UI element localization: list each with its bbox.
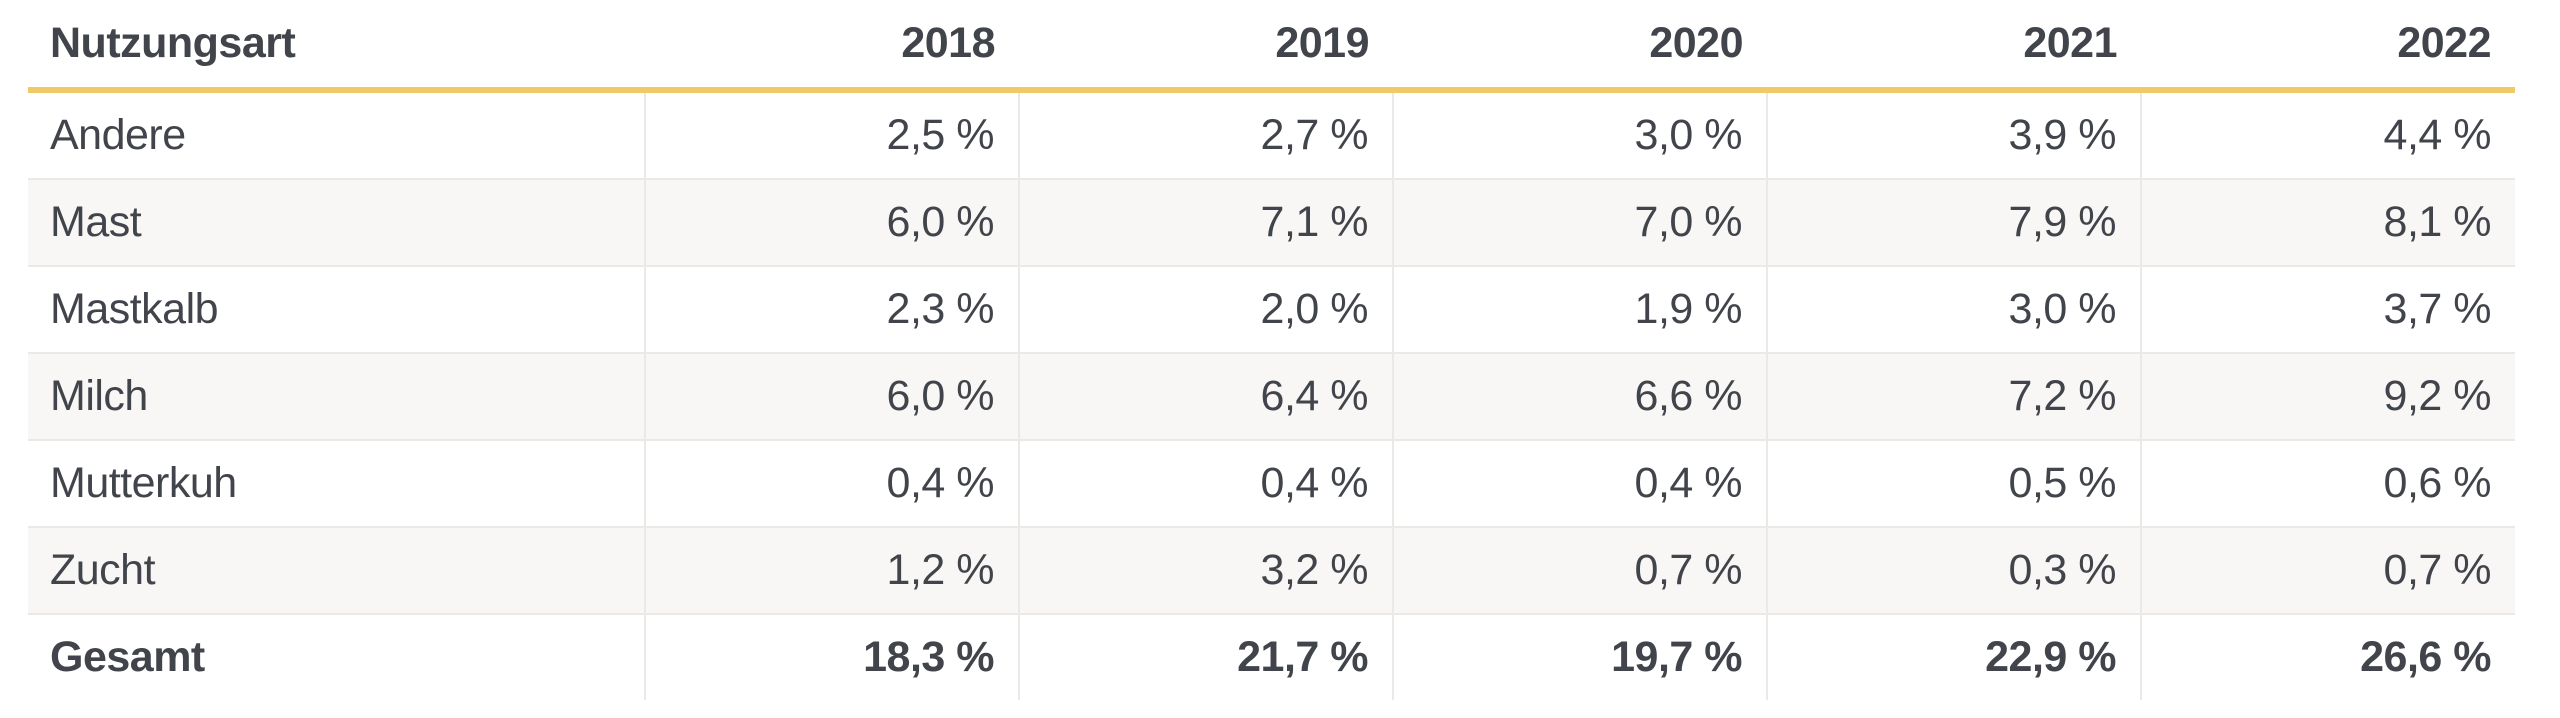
cell-value: 3,0 % (1392, 90, 1767, 179)
cell-value: 7,1 % (1018, 178, 1393, 266)
cell-value: 2,3 % (644, 265, 1019, 353)
row-label: Mastkalb (28, 265, 645, 353)
row-label: Andere (50, 111, 186, 159)
cell-value: 0,6 % (2140, 439, 2515, 527)
cell-value: 0,4 % (1392, 439, 1767, 527)
column-header-2020: 2020 (1393, 0, 1767, 93)
row-label: Gesamt (28, 613, 645, 700)
cell-value: 2,5 % (644, 90, 1019, 179)
cell-value: 4,4 % (2140, 90, 2515, 179)
table-row-zucht: Zucht 1,2 % 3,2 % 0,7 % 0,3 % 0,7 % (28, 526, 2515, 614)
nutzungsart-percentage-table: Nutzungsart 2018 2019 2020 2021 2022 And… (28, 0, 2515, 700)
cell-value: 22,9 % (1766, 613, 2141, 700)
cell-value: 7,2 % (1766, 352, 2141, 440)
cell-value: 0,5 % (1766, 439, 2141, 527)
cell-value: 0,4 % (644, 439, 1019, 527)
row-label: Milch (28, 352, 645, 440)
column-header-2022: 2022 (2141, 0, 2515, 93)
row-label: Zucht (28, 526, 645, 614)
cell-value: 0,7 % (1392, 526, 1767, 614)
table-row-milch: Milch 6,0 % 6,4 % 6,6 % 7,2 % 9,2 % (28, 352, 2515, 440)
cell-value: 1,2 % (644, 526, 1019, 614)
cell-value: 7,0 % (1392, 178, 1767, 266)
table-row-andere: Andere 2,5 % 2,7 % 3,0 % 3,9 % 4,4 % (28, 90, 2515, 179)
row-label: Mutterkuh (28, 439, 645, 527)
table-row-mast: Mast 6,0 % 7,1 % 7,0 % 7,9 % 8,1 % (28, 178, 2515, 266)
cell-value: 26,6 % (2140, 613, 2515, 700)
table-row-gesamt-total: Gesamt 18,3 % 21,7 % 19,7 % 22,9 % 26,6 … (28, 613, 2515, 700)
cell-value: 3,2 % (1018, 526, 1393, 614)
cell-value: 9,2 % (2140, 352, 2515, 440)
cell-value: 3,9 % (1766, 90, 2141, 179)
cell-value: 2,7 % (1018, 90, 1393, 179)
table-row-mastkalb: Mastkalb 2,3 % 2,0 % 1,9 % 3,0 % 3,7 % (28, 265, 2515, 353)
cell-value: 3,0 % (1766, 265, 2141, 353)
cell-value: 0,4 % (1018, 439, 1393, 527)
cell-value: 2,0 % (1018, 265, 1393, 353)
column-header-2021: 2021 (1767, 0, 2141, 93)
cell-value: 6,6 % (1392, 352, 1767, 440)
row-label: Mast (28, 178, 645, 266)
cell-value: 6,0 % (644, 352, 1019, 440)
cell-value: 8,1 % (2140, 178, 2515, 266)
table-container: Nutzungsart 2018 2019 2020 2021 2022 And… (28, 0, 2515, 700)
column-header-2018: 2018 (645, 0, 1019, 93)
cell-value: 21,7 % (1018, 613, 1393, 700)
cell-value: 7,9 % (1766, 178, 2141, 266)
cell-value: 18,3 % (644, 613, 1019, 700)
header-row: Nutzungsart 2018 2019 2020 2021 2022 (28, 0, 2515, 93)
cell-value: 0,7 % (2140, 526, 2515, 614)
column-header-2019: 2019 (1019, 0, 1393, 93)
cell-value: 19,7 % (1392, 613, 1767, 700)
cell-value: 0,3 % (1766, 526, 2141, 614)
column-header-nutzungsart: Nutzungsart (28, 0, 645, 93)
cell-value: 6,4 % (1018, 352, 1393, 440)
table-row-mutterkuh: Mutterkuh 0,4 % 0,4 % 0,4 % 0,5 % 0,6 % (28, 439, 2515, 527)
cell-value: 6,0 % (644, 178, 1019, 266)
cell-value: 1,9 % (1392, 265, 1767, 353)
cell-value: 3,7 % (2140, 265, 2515, 353)
